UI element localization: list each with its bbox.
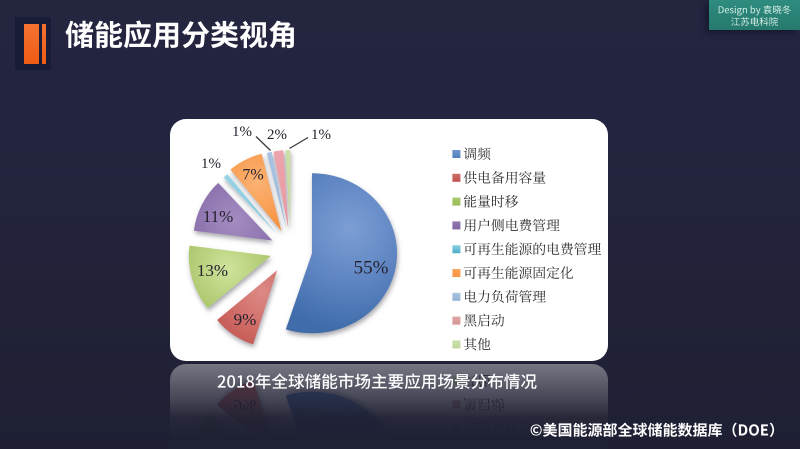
svg-text:1%: 1%	[232, 124, 252, 140]
svg-text:13%: 13%	[197, 261, 228, 280]
svg-text:1%: 1%	[201, 156, 221, 172]
svg-text:7%: 7%	[242, 166, 263, 183]
svg-text:9%: 9%	[234, 310, 257, 329]
svg-text:1%: 1%	[311, 127, 331, 143]
svg-text:2%: 2%	[267, 127, 287, 143]
svg-text:11%: 11%	[203, 207, 234, 226]
svg-text:55%: 55%	[354, 258, 389, 279]
